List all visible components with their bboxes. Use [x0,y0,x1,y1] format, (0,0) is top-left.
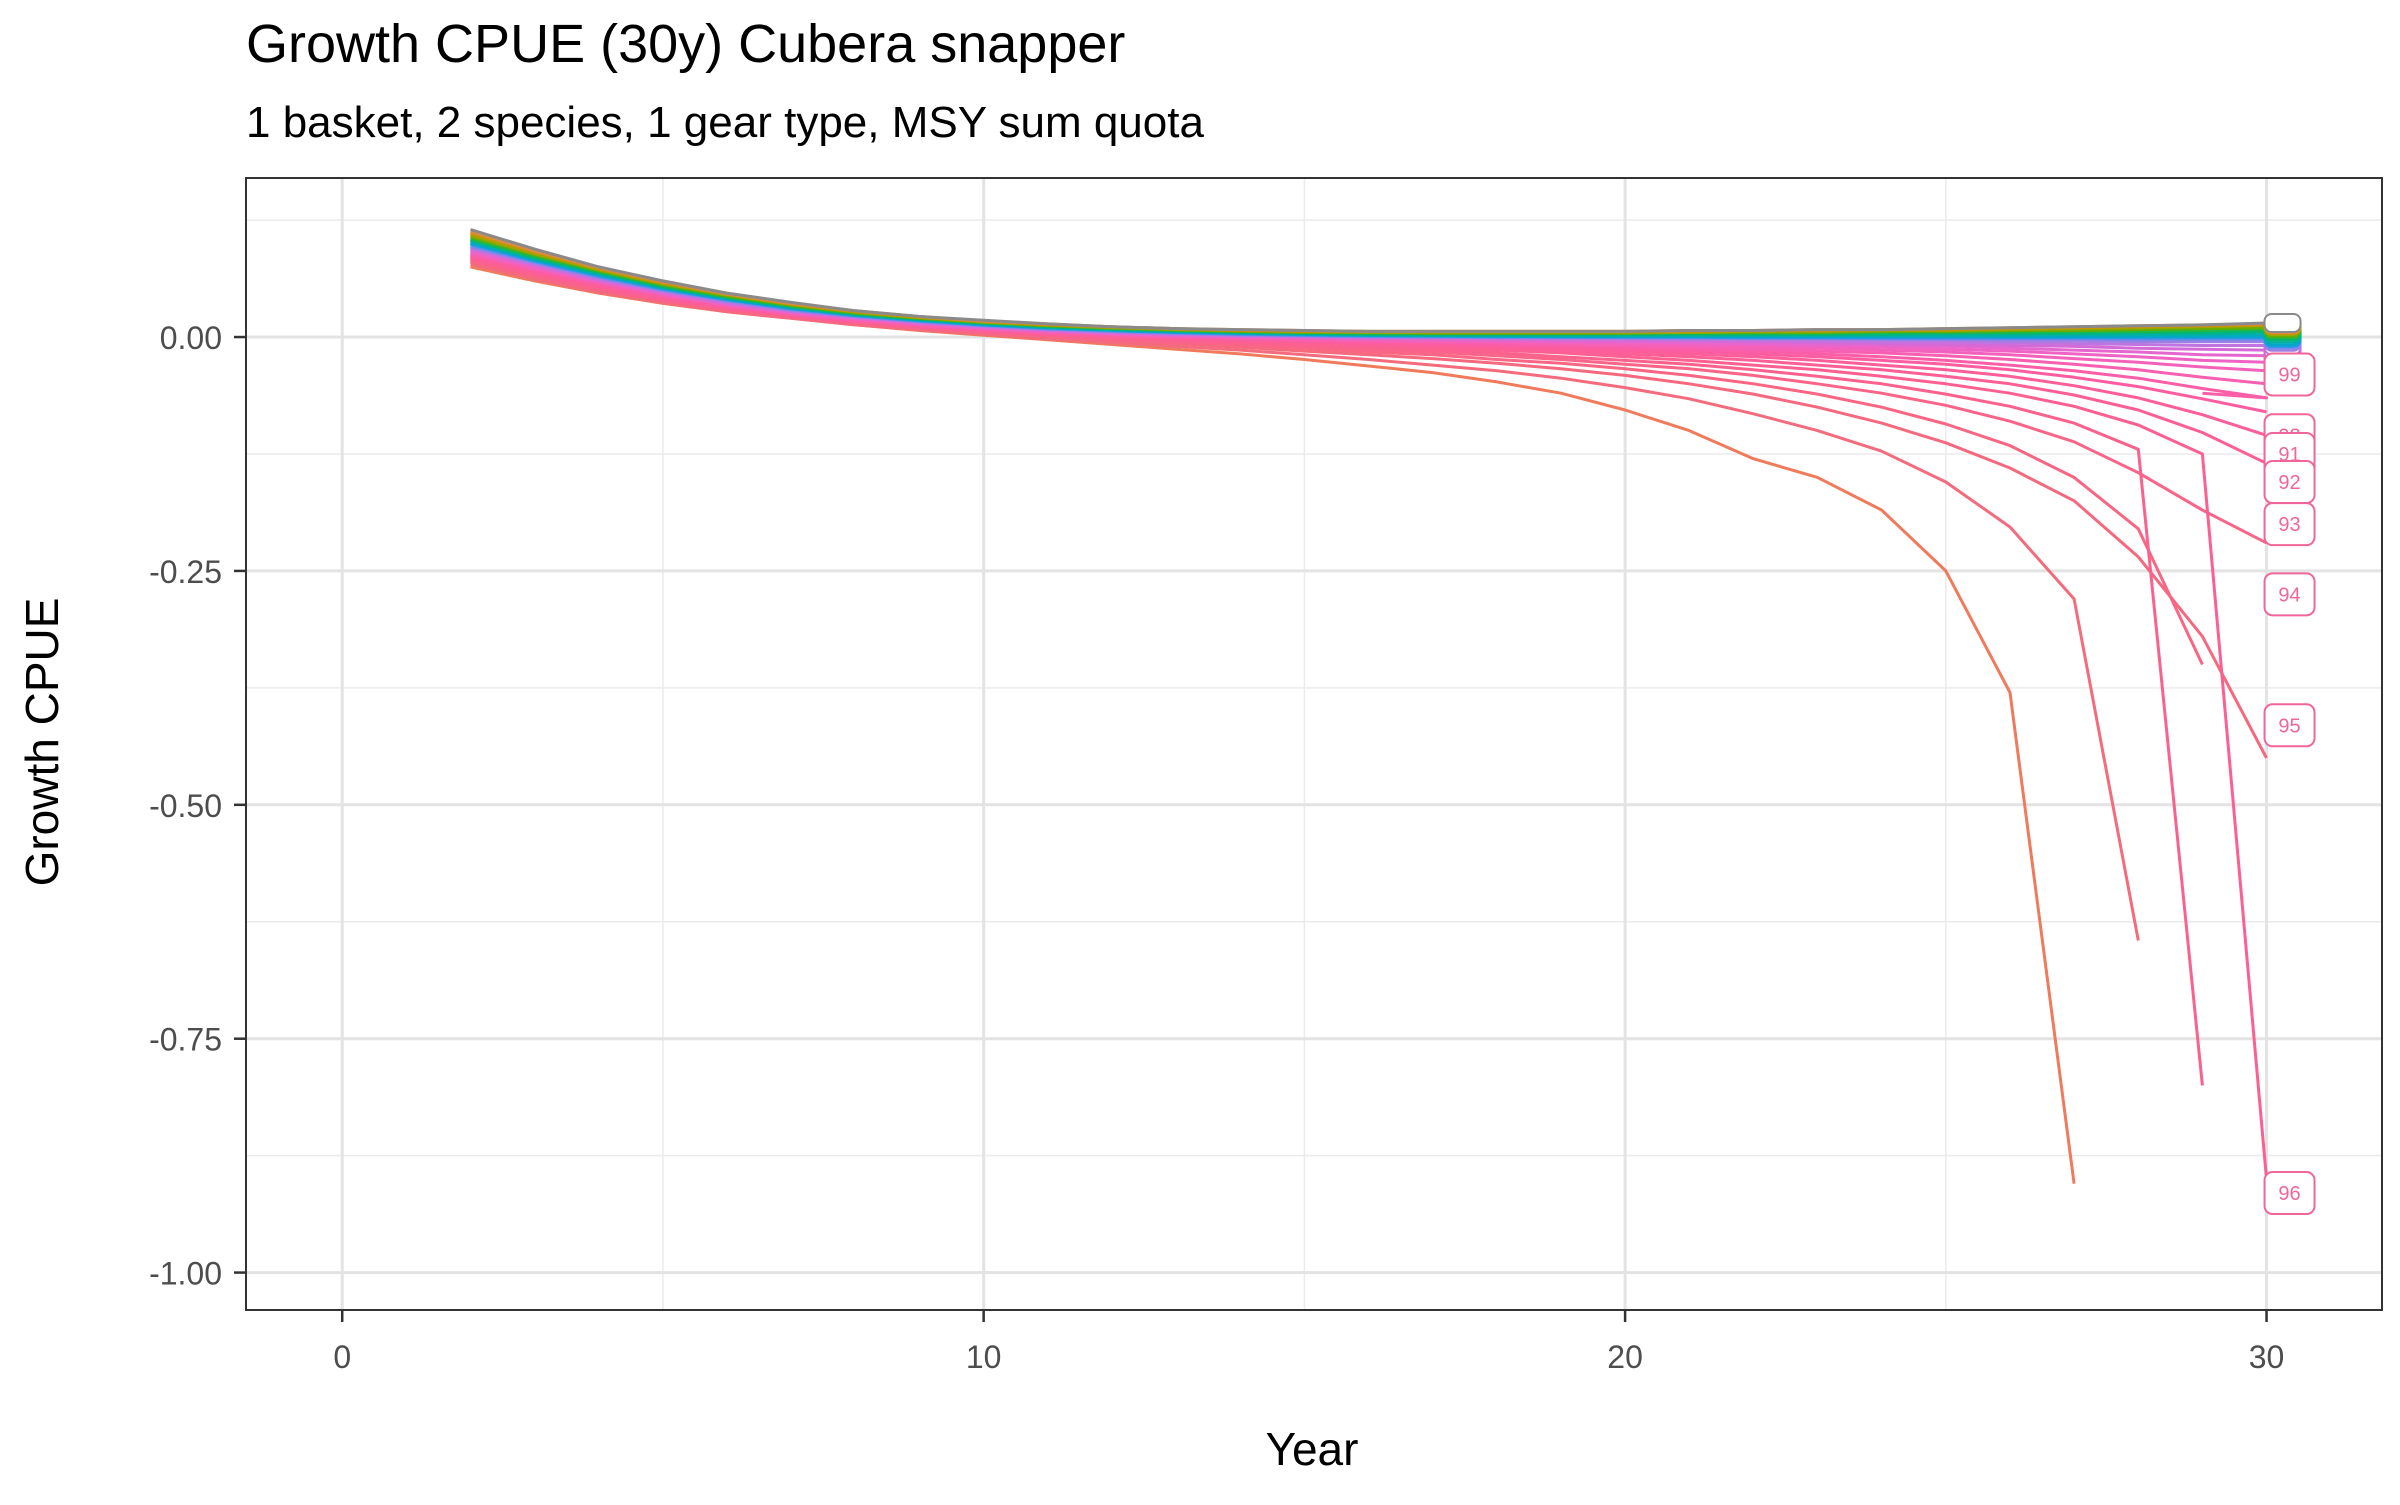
end-label-text: 94 [2278,584,2300,606]
end-label-text: 95 [2278,715,2300,737]
end-label-text: 92 [2278,472,2300,494]
chart-title: Growth CPUE (30y) Cubera snapper [246,14,1125,74]
end-label-text: 96 [2278,1183,2300,1205]
y-tick-label: -0.50 [149,788,222,824]
series-lines [470,228,2302,1184]
x-axis-label: Year [1266,1423,1359,1475]
x-tick-label: 30 [2249,1339,2285,1375]
y-tick-label: -0.75 [149,1022,222,1058]
chart-subtitle: 1 basket, 2 species, 1 gear type, MSY su… [246,98,1204,147]
series-line-30 [470,228,2267,333]
x-tick-label: 0 [333,1339,351,1375]
series-end-marker-30 [2263,313,2302,334]
end-labels: 9998919293949596 [2263,352,2316,1216]
end-label-box [2263,1171,2316,1216]
end-label-box [2263,352,2316,397]
end-label-box [2263,572,2316,617]
panel-border [245,177,2383,1311]
y-tick-label: 0.00 [160,320,222,356]
y-tick-label: -1.00 [149,1256,222,1292]
y-axis-label: Growth CPUE [16,598,68,887]
axes: 0 10 20 30 0.00 -0.25 -0.50 -0.75 -1.00 [149,320,2284,1375]
end-label-text: 93 [2278,514,2300,536]
x-tick-label: 10 [966,1339,1002,1375]
y-tick-label: -0.25 [149,554,222,590]
x-tick-label: 20 [1607,1339,1643,1375]
end-label-box [2263,703,2316,748]
end-label-box [2263,502,2316,547]
end-label-text: 99 [2278,364,2300,386]
